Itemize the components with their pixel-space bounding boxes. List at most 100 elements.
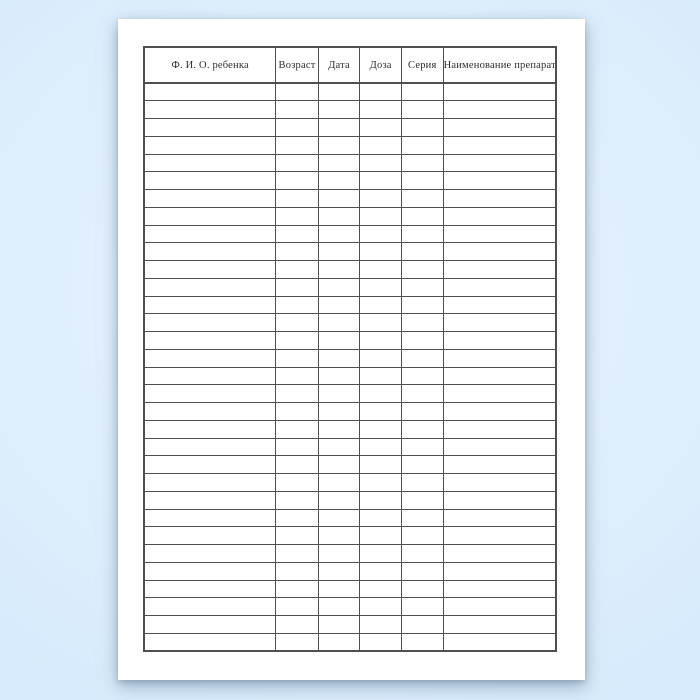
- empty-cell: [317, 508, 361, 528]
- empty-cell: [442, 526, 557, 545]
- empty-cell: [400, 490, 444, 510]
- table-row: [143, 171, 557, 190]
- column-header-series: Серия: [400, 46, 444, 84]
- empty-cell: [275, 508, 319, 528]
- table-row: [143, 455, 557, 474]
- table-row: [143, 224, 557, 244]
- empty-cell: [442, 402, 557, 421]
- empty-cell: [400, 242, 444, 261]
- table-row: [143, 473, 557, 492]
- empty-cell: [400, 473, 444, 492]
- empty-cell: [143, 295, 277, 315]
- empty-cell: [400, 455, 444, 474]
- empty-cell: [317, 419, 361, 439]
- empty-cell: [275, 615, 319, 634]
- empty-cell: [359, 597, 402, 616]
- table-row: [143, 331, 557, 350]
- empty-cell: [400, 153, 444, 173]
- empty-cell: [359, 242, 402, 261]
- empty-cell: [275, 473, 319, 492]
- empty-cell: [359, 224, 402, 244]
- empty-cell: [275, 632, 319, 652]
- empty-cell: [275, 579, 319, 599]
- empty-cell: [359, 135, 402, 155]
- column-header-name: Ф. И. О. ребенка: [143, 46, 277, 84]
- empty-cell: [317, 189, 361, 208]
- empty-cell: [359, 384, 402, 403]
- empty-cell: [359, 402, 402, 421]
- empty-cell: [359, 171, 402, 190]
- empty-cell: [400, 402, 444, 421]
- empty-cell: [400, 632, 444, 652]
- empty-cell: [442, 437, 557, 457]
- empty-cell: [317, 473, 361, 492]
- empty-cell: [359, 189, 402, 208]
- empty-cell: [317, 153, 361, 173]
- empty-cell: [359, 561, 402, 581]
- table-row: [143, 189, 557, 208]
- empty-cell: [143, 597, 277, 616]
- empty-cell: [400, 561, 444, 581]
- empty-cell: [359, 455, 402, 474]
- empty-cell: [317, 331, 361, 350]
- empty-cell: [400, 579, 444, 599]
- empty-cell: [442, 384, 557, 403]
- column-header-drug: Наименование препарата: [442, 46, 557, 84]
- empty-cell: [442, 260, 557, 279]
- empty-cell: [359, 118, 402, 137]
- document-page: Ф. И. О. ребенка Возраст Дата Доза Серия Наим…: [118, 19, 585, 680]
- empty-cell: [143, 544, 277, 563]
- empty-cell: [400, 615, 444, 634]
- empty-cell: [442, 135, 557, 155]
- empty-cell: [442, 366, 557, 386]
- empty-cell: [143, 206, 277, 226]
- empty-cell: [359, 490, 402, 510]
- table-row: [143, 260, 557, 279]
- empty-cell: [275, 100, 319, 119]
- empty-cell: [400, 366, 444, 386]
- empty-cell: [317, 402, 361, 421]
- empty-cell: [275, 82, 319, 102]
- empty-cell: [143, 100, 277, 119]
- empty-cell: [359, 419, 402, 439]
- empty-cell: [143, 508, 277, 528]
- empty-cell: [143, 135, 277, 155]
- empty-cell: [400, 295, 444, 315]
- table-row: [143, 419, 557, 439]
- empty-cell: [400, 419, 444, 439]
- empty-cell: [400, 100, 444, 119]
- empty-cell: [317, 437, 361, 457]
- empty-cell: [317, 455, 361, 474]
- empty-cell: [400, 526, 444, 545]
- empty-cell: [143, 384, 277, 403]
- empty-cell: [143, 526, 277, 545]
- empty-cell: [400, 384, 444, 403]
- empty-cell: [317, 526, 361, 545]
- empty-cell: [400, 597, 444, 616]
- empty-cell: [143, 437, 277, 457]
- empty-cell: [442, 277, 557, 297]
- empty-cell: [400, 171, 444, 190]
- empty-cell: [400, 348, 444, 368]
- empty-cell: [317, 490, 361, 510]
- empty-cell: [275, 455, 319, 474]
- table-row: [143, 632, 557, 652]
- empty-cell: [442, 206, 557, 226]
- empty-cell: [442, 490, 557, 510]
- empty-cell: [143, 579, 277, 599]
- empty-cell: [359, 508, 402, 528]
- empty-cell: [359, 366, 402, 386]
- empty-cell: [317, 579, 361, 599]
- empty-cell: [275, 295, 319, 315]
- empty-cell: [317, 544, 361, 563]
- empty-cell: [442, 82, 557, 102]
- empty-cell: [442, 455, 557, 474]
- empty-cell: [442, 242, 557, 261]
- table-row: [143, 206, 557, 226]
- empty-cell: [143, 419, 277, 439]
- empty-cell: [275, 348, 319, 368]
- empty-cell: [359, 348, 402, 368]
- column-header-dose: Доза: [359, 46, 402, 84]
- empty-cell: [317, 118, 361, 137]
- empty-cell: [442, 615, 557, 634]
